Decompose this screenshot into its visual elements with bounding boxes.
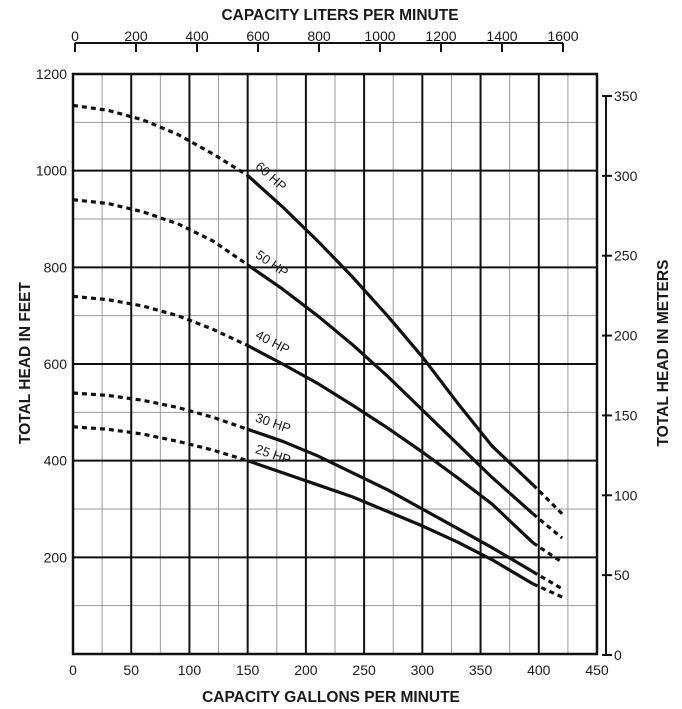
plot-frame: [71, 72, 599, 656]
50-hp-curve-label: 50 HP: [253, 247, 291, 280]
60-hp-curve-dashed-end: [531, 483, 564, 515]
x-tick-label: 100: [178, 662, 202, 678]
y-tick-label: 200: [44, 549, 68, 565]
x-tick-label: 450: [585, 662, 609, 678]
x-tick-label: 150: [236, 662, 260, 678]
25-hp-curve-dashed-start: [72, 425, 249, 463]
x-tick-label: 350: [469, 662, 493, 678]
y-tick-label: 1000: [36, 163, 67, 179]
x2-tick-label: 1600: [547, 28, 578, 44]
30-hp-curve-dashed-end: [532, 570, 563, 591]
x2-tick-label: 1200: [425, 28, 456, 44]
x2-tick-label: 0: [71, 28, 79, 44]
y2-tick-label: 200: [614, 328, 638, 344]
y2-tick-label: 350: [614, 88, 638, 104]
x2-tick-label: 1400: [486, 28, 517, 44]
x-tick-label: 200: [294, 662, 318, 678]
y-tick-label: 800: [44, 259, 68, 275]
y-tick-label: 400: [44, 453, 68, 469]
40-hp-curve-dashed-start: [72, 294, 249, 348]
30-hp-curve-dashed-start: [72, 391, 249, 431]
y2-tick-label: 0: [614, 647, 622, 663]
x2-tick-label: 800: [307, 28, 331, 44]
x2-tick-label: 600: [246, 28, 270, 44]
grid: [73, 74, 597, 654]
plot-border: [71, 72, 599, 656]
y2-tick-label: 250: [614, 248, 638, 264]
x-tick-label: 250: [352, 662, 376, 678]
y2-tick-label: 100: [614, 487, 638, 503]
60-hp-curve-label: 60 HP: [253, 159, 290, 194]
y2-tick-label: 50: [614, 567, 630, 583]
40-hp-curve-solid: [246, 344, 535, 544]
x2-tick-label: 1000: [364, 28, 395, 44]
x-tick-label: 300: [411, 662, 435, 678]
y-tick-label: 1200: [36, 66, 67, 82]
y-tick-label: 600: [44, 356, 68, 372]
60-hp-curve-solid: [246, 174, 535, 486]
50-hp-curve-solid: [246, 263, 535, 515]
40-hp-curve-dashed-end: [532, 541, 563, 564]
y2-tick-label: 300: [614, 168, 638, 184]
x-tick-label: 50: [123, 662, 139, 678]
axis-ticks: 0 200 400 600 800 1000 1200 1400 160005010015020…: [36, 28, 638, 678]
x2-tick-label: 200: [124, 28, 148, 44]
x-tick-label: 400: [527, 662, 551, 678]
50-hp-curve-dashed-start: [72, 198, 249, 267]
25-hp-curve-solid: [247, 459, 534, 586]
y-axis-title: TOTAL HEAD IN FEET: [17, 282, 34, 444]
x-tick-label: 0: [69, 662, 77, 678]
x2-axis-title: CAPACITY LITERS PER MINUTE: [221, 7, 458, 24]
60-hp-curve-dashed-start: [72, 103, 249, 177]
50-hp-curve-dashed-end: [531, 512, 564, 540]
x2-tick-label: 400: [185, 28, 209, 44]
30-hp-curve-solid: [247, 427, 534, 574]
x-axis-title: CAPACITY GALLONS PER MINUTE: [202, 689, 460, 706]
y2-tick-label: 150: [614, 407, 638, 423]
y2-axis-title: TOTAL HEAD IN METERS: [655, 260, 672, 447]
